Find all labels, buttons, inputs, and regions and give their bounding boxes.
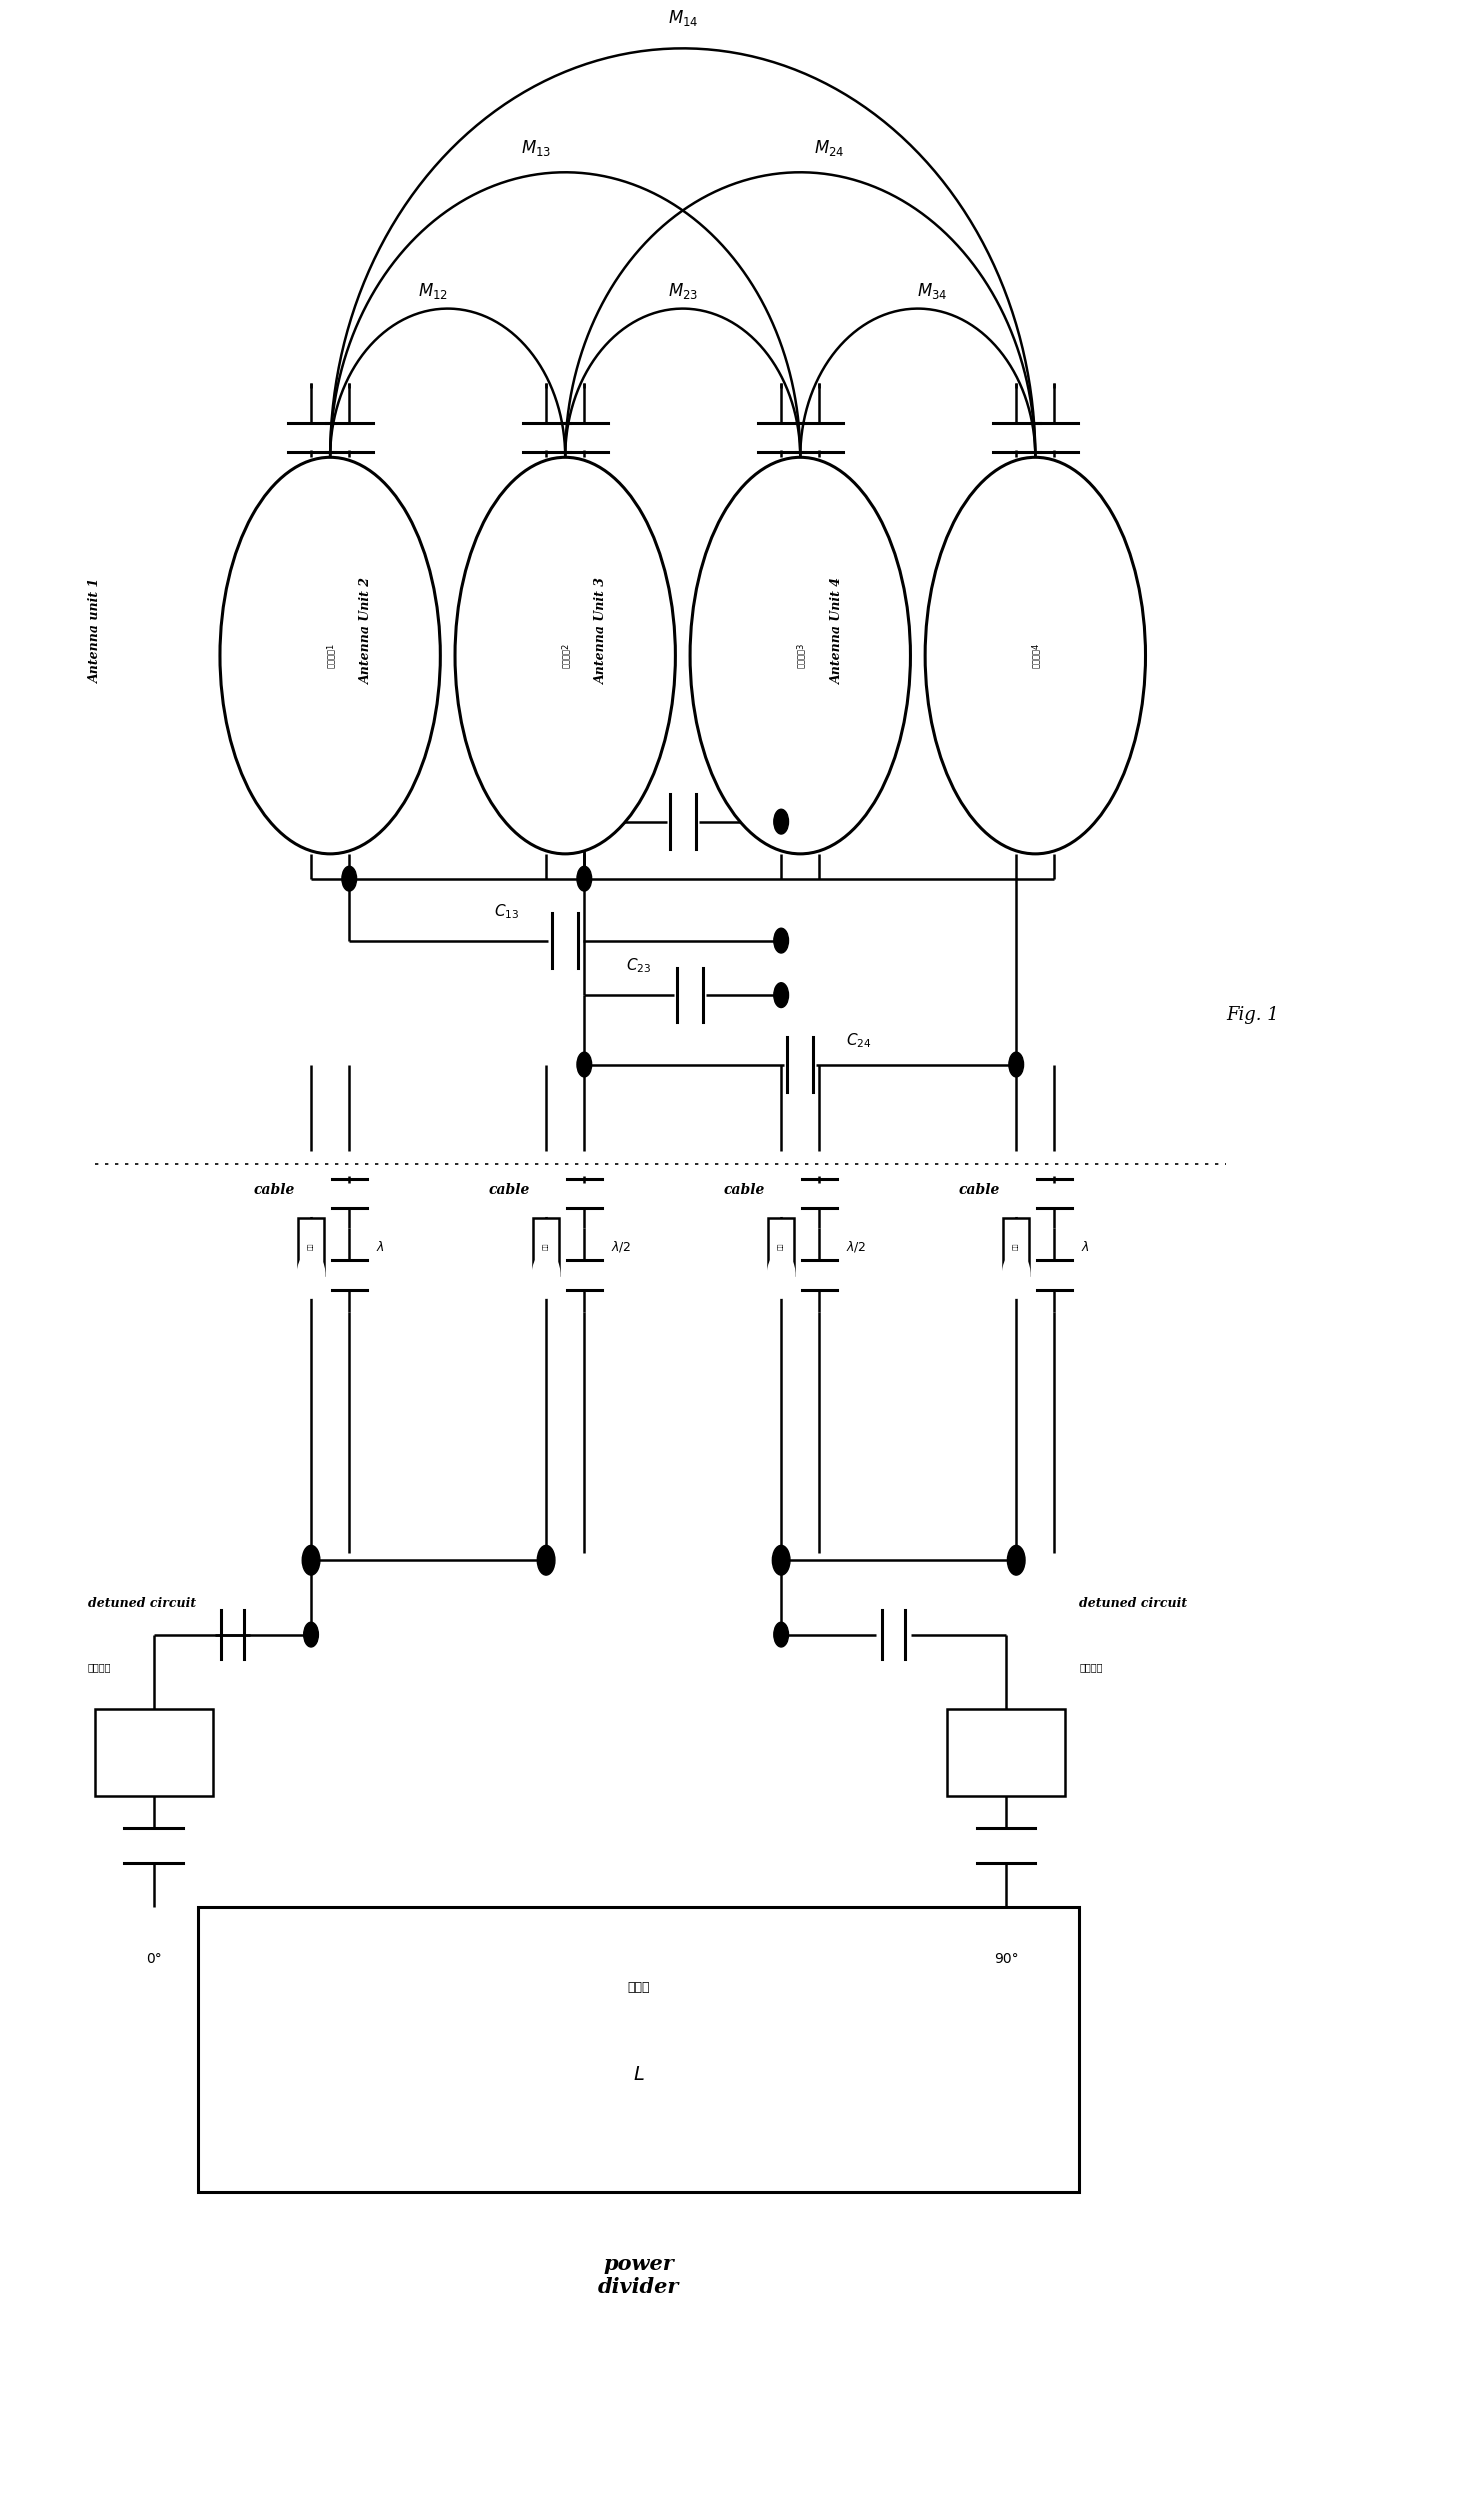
Circle shape [1008,1051,1023,1076]
Text: Antenna Unit 2: Antenna Unit 2 [360,577,374,685]
Circle shape [774,1623,789,1646]
Text: 90°: 90° [994,1952,1019,1967]
Circle shape [768,1172,795,1217]
Text: 功分器: 功分器 [627,1982,650,1995]
Bar [197,1907,1080,2193]
Ellipse shape [690,457,911,853]
Text: 天谐电路: 天谐电路 [87,1661,111,1671]
Bar [95,1709,212,1796]
Text: cable: cable [960,1184,1000,1197]
Text: Fig. 1: Fig. 1 [1226,1006,1278,1024]
Text: $C_{23}$: $C_{23}$ [626,956,651,976]
Ellipse shape [455,457,675,853]
Text: cable: cable [489,1184,529,1197]
Circle shape [304,1623,319,1646]
Text: $λ$: $λ$ [1081,1239,1090,1254]
Text: power
divider: power divider [598,2253,679,2298]
Text: Antenna Unit 4: Antenna Unit 4 [830,577,844,685]
Circle shape [773,1546,790,1576]
Bar [768,1219,795,1275]
Text: $M_{{23}}$: $M_{{23}}$ [667,281,698,301]
Text: detuned circuit: detuned circuit [1080,1596,1188,1611]
Text: Antenna Unit 3: Antenna Unit 3 [596,577,608,685]
Bar [1003,1219,1029,1275]
Text: 天谐电路: 天谐电路 [1080,1661,1103,1671]
Circle shape [298,1252,325,1297]
Text: 天线元全3: 天线元全3 [796,642,805,667]
Text: Antenna unit 1: Antenna unit 1 [89,577,102,682]
Circle shape [298,1172,325,1217]
Circle shape [774,984,789,1009]
Circle shape [303,1546,320,1576]
Text: $C_{24}$: $C_{24}$ [847,1031,872,1049]
Text: $M_{{34}}$: $M_{{34}}$ [918,281,948,301]
Text: $λ/2$: $λ/2$ [845,1239,866,1254]
Circle shape [1007,1546,1025,1576]
Text: 磁环: 磁环 [1013,1242,1019,1249]
Text: 天线元全4: 天线元全4 [1031,642,1040,667]
Circle shape [577,1051,592,1076]
Text: 磁环: 磁环 [308,1242,314,1249]
Circle shape [774,810,789,833]
Text: cable: cable [724,1184,765,1197]
Text: 天线元全2: 天线元全2 [561,642,569,667]
Bar [298,1219,325,1275]
Circle shape [532,1172,559,1217]
Text: 0°: 0° [145,1952,162,1967]
Text: 磁环: 磁环 [779,1242,785,1249]
Text: $C_{13}$: $C_{13}$ [494,903,519,921]
Circle shape [343,866,356,891]
Ellipse shape [219,457,440,853]
Text: $M_{{14}}$: $M_{{14}}$ [667,8,698,28]
Text: 天线元全1: 天线元全1 [326,642,335,667]
Circle shape [768,1252,795,1297]
Bar [532,1219,559,1275]
Text: detuned circuit: detuned circuit [87,1596,196,1611]
Text: cable: cable [254,1184,295,1197]
Circle shape [532,1252,559,1297]
Text: $M_{{12}}$: $M_{{12}}$ [418,281,448,301]
Text: $λ/2$: $λ/2$ [611,1239,632,1254]
Bar [948,1709,1065,1796]
Circle shape [577,866,592,891]
Text: 磁环: 磁环 [543,1242,549,1249]
Circle shape [1003,1252,1029,1297]
Text: $L$: $L$ [633,2065,645,2082]
Text: $M_{{24}}$: $M_{{24}}$ [814,138,845,158]
Circle shape [1003,1172,1029,1217]
Circle shape [774,928,789,953]
Text: $λ$: $λ$ [375,1239,384,1254]
Circle shape [537,1546,555,1576]
Ellipse shape [925,457,1145,853]
Text: $M_{{13}}$: $M_{{13}}$ [521,138,552,158]
